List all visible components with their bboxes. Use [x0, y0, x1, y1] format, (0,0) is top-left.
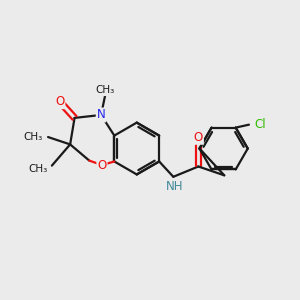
- Text: O: O: [97, 158, 106, 172]
- Text: O: O: [194, 131, 203, 144]
- Text: NH: NH: [166, 180, 184, 193]
- Text: N: N: [97, 109, 105, 122]
- Text: Cl: Cl: [254, 118, 266, 131]
- Text: CH₃: CH₃: [23, 132, 42, 142]
- Text: CH₃: CH₃: [28, 164, 47, 173]
- Text: CH₃: CH₃: [96, 85, 115, 95]
- Text: O: O: [55, 95, 64, 108]
